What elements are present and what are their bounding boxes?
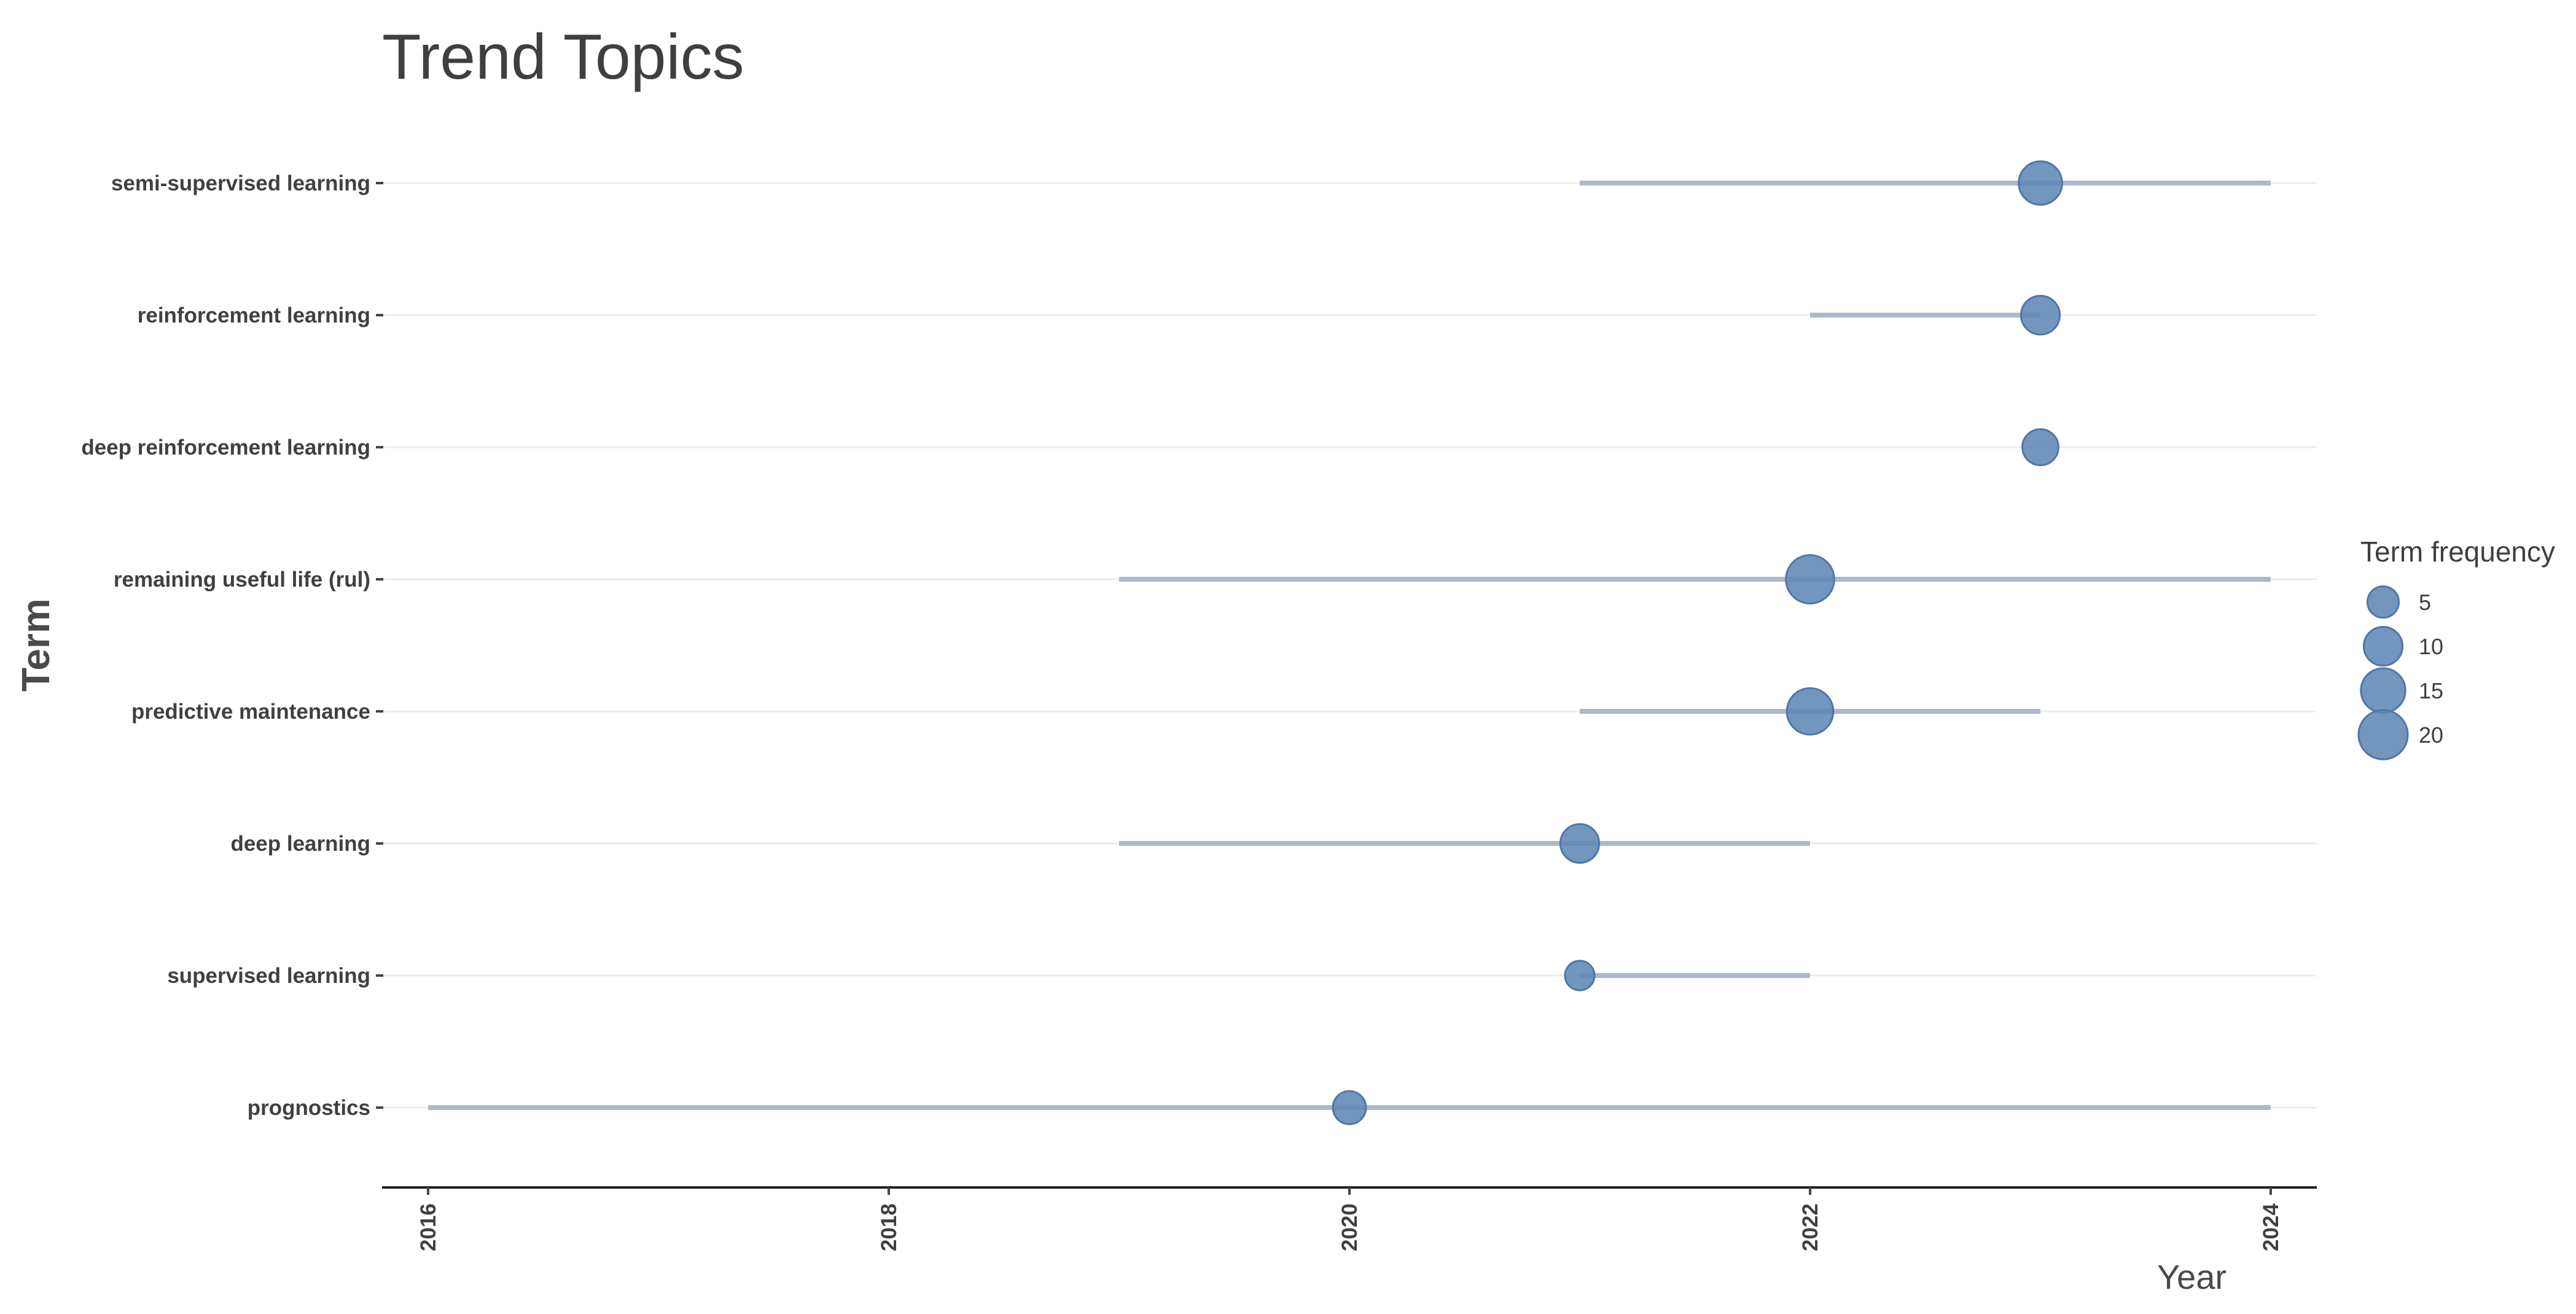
legend-label: 15 bbox=[2419, 678, 2443, 703]
data-point bbox=[1332, 1090, 1367, 1125]
legend-label: 10 bbox=[2419, 634, 2443, 659]
x-tick-label: 2024 bbox=[2259, 1203, 2283, 1251]
y-tick-label: reinforcement learning bbox=[138, 303, 370, 327]
data-point bbox=[2018, 160, 2063, 206]
x-tick-label: 2018 bbox=[877, 1203, 901, 1251]
data-points bbox=[1332, 160, 2063, 1125]
legend-items: 5 10 15 20 bbox=[2357, 585, 2443, 761]
x-axis-ticks: 2016 2018 2020 2022 2024 bbox=[416, 1187, 2283, 1251]
legend-label: 5 bbox=[2419, 590, 2431, 615]
x-tick-label: 2022 bbox=[1798, 1203, 1822, 1251]
y-axis-ticks: semi-supervised learning reinforcement le… bbox=[81, 171, 383, 1120]
data-point bbox=[1564, 960, 1596, 991]
y-tick-label: semi-supervised learning bbox=[111, 171, 370, 195]
y-tick-label: prognostics bbox=[248, 1096, 370, 1120]
data-point bbox=[1785, 554, 1835, 604]
data-point bbox=[2020, 294, 2061, 336]
data-point bbox=[2021, 428, 2059, 466]
y-tick-label: supervised learning bbox=[167, 964, 370, 988]
y-axis-title: Term bbox=[14, 598, 58, 692]
legend-symbol bbox=[2366, 585, 2400, 619]
x-tick-label: 2016 bbox=[416, 1203, 440, 1251]
data-point bbox=[1559, 823, 1601, 864]
y-tick-label: deep learning bbox=[230, 832, 370, 856]
x-axis-title: Year bbox=[2157, 1257, 2227, 1296]
y-tick-label: deep reinforcement learning bbox=[81, 436, 370, 460]
legend-symbol bbox=[2360, 667, 2406, 714]
x-tick-label: 2020 bbox=[1338, 1203, 1362, 1251]
data-point bbox=[1786, 687, 1835, 736]
y-tick-label: predictive maintenance bbox=[131, 700, 370, 724]
legend-label: 20 bbox=[2419, 722, 2443, 748]
legend: Term frequency 5 10 15 20 bbox=[2357, 536, 2555, 761]
legend-symbol bbox=[2357, 709, 2409, 761]
legend-title: Term frequency bbox=[2360, 536, 2555, 568]
year-ranges bbox=[428, 181, 2271, 1110]
legend-symbol bbox=[2362, 625, 2404, 667]
chart-title: Trend Topics bbox=[382, 22, 744, 93]
y-tick-label: remaining useful life (rul) bbox=[114, 568, 370, 592]
